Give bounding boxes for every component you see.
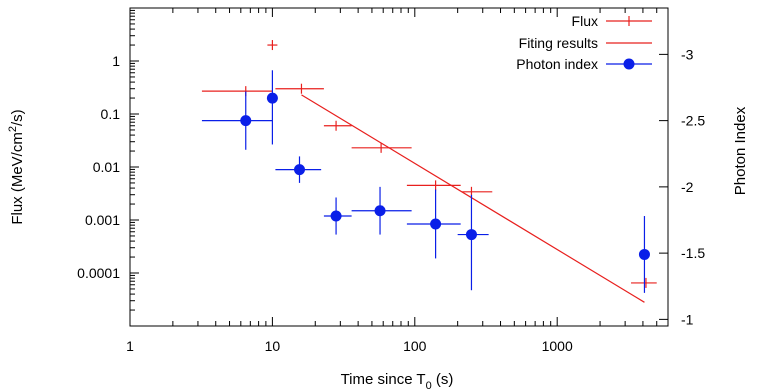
photon-index-point <box>266 70 278 145</box>
y-right-tick-label: -2 <box>681 179 694 195</box>
y-right-tick-label: -2.5 <box>681 113 705 129</box>
flux-point <box>267 40 278 51</box>
photon-index-point <box>323 197 352 235</box>
fit-line <box>301 94 645 303</box>
photon-index-point <box>406 189 461 259</box>
y-left-tick-label: 1 <box>112 53 120 69</box>
y-left-tick-label: 0.0001 <box>77 265 120 281</box>
photon-index-marker <box>374 205 386 217</box>
photon-index-marker <box>240 115 252 127</box>
y-right-tick-label: -1.5 <box>681 245 705 261</box>
flux-point <box>201 86 273 97</box>
photon-index-marker <box>294 164 306 176</box>
photon-index-point <box>201 91 273 150</box>
photon-index-point <box>275 156 322 183</box>
flux-point <box>406 180 461 191</box>
flux-point <box>323 120 352 131</box>
photon-index-marker <box>330 210 342 222</box>
y-left-axis-label-suffix: /s) <box>9 109 26 126</box>
y-left-tick-label: 0.1 <box>101 106 121 122</box>
y-right-axis-label: Photon Index <box>732 106 749 195</box>
photon-index-marker <box>430 218 442 230</box>
y-left-tick-label: 0.001 <box>85 212 120 228</box>
y-left-axis-label-main: Flux (MeV/cm <box>9 132 26 225</box>
photon-index-marker <box>638 248 650 260</box>
y-left-axis-label: Flux (MeV/cm2/s) <box>7 109 26 224</box>
axis-labels: Time since T0 (s) Flux (MeV/cm2/s) Photon … <box>7 106 749 392</box>
photon-index-point <box>457 194 489 291</box>
x-axis-label-main: Time since T <box>341 371 426 388</box>
x-tick-label: 1000 <box>542 338 573 354</box>
x-tick-label: 10 <box>265 338 281 354</box>
plot-data <box>201 40 657 303</box>
photon-index-point <box>638 216 650 293</box>
legend-label-1: Fiting results <box>519 35 598 51</box>
x-axis-label-suffix: (s) <box>432 371 454 388</box>
axes: 1 10 100 1000 1 0.1 0.01 0.001 0.0001 -3 -2.5 -2 -1.… <box>77 7 705 354</box>
y-right-tick-label: -1 <box>681 311 694 327</box>
x-tick-label: 100 <box>403 338 427 354</box>
photon-index-point <box>351 186 412 235</box>
photon-index-marker <box>266 92 278 104</box>
y-left-axis-label-superscript: 2 <box>7 126 19 132</box>
photon-index-marker <box>465 229 477 241</box>
legend-label-0: Flux <box>572 13 598 29</box>
flux-point <box>351 142 412 153</box>
legend-label-2: Photon index <box>516 56 598 72</box>
legend: Flux Fiting results Photon index <box>516 13 652 72</box>
x-tick-label: 1 <box>126 338 134 354</box>
x-axis-label: Time since T0 (s) <box>341 371 454 392</box>
legend-circle-marker <box>623 58 635 70</box>
flux-point <box>275 83 324 94</box>
x-axis-label-subscript: 0 <box>426 380 432 392</box>
y-left-tick-label: 0.01 <box>93 159 120 175</box>
y-right-tick-label: -3 <box>681 46 694 62</box>
